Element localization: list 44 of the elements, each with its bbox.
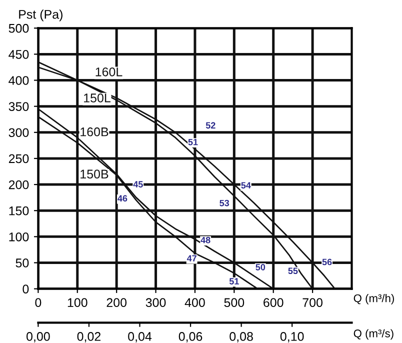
y-tick-label: 350 <box>8 102 29 111</box>
x-tick-label: 100 <box>68 298 88 308</box>
annotation: 55 <box>288 268 298 274</box>
annotation: 50 <box>256 264 266 270</box>
y-tick-label: 250 <box>8 154 29 164</box>
annotation: 47 <box>186 255 196 262</box>
y-tick-label: 200 <box>8 180 29 190</box>
y-tick-label: 150 <box>9 206 29 216</box>
x-tick-label: 700 <box>302 298 322 308</box>
x-tick-label: 400 <box>184 298 205 308</box>
annotation: 54 <box>241 182 251 189</box>
y-tick-label: 100 <box>9 232 29 242</box>
x2-tick-label: 0,00 <box>26 332 50 342</box>
x-axis-title: Q (m³/h) <box>354 294 394 304</box>
annotation: 150L <box>84 94 110 102</box>
annotation: 150B <box>80 170 108 179</box>
annotation: 51 <box>188 138 198 146</box>
annotation: 46 <box>118 195 128 202</box>
x-tick-label: 600 <box>264 298 284 308</box>
y-tick-label: 50 <box>16 258 29 268</box>
annotation: 51 <box>229 278 239 284</box>
x-tick-label: 200 <box>106 298 127 308</box>
y-tick-label: 0 <box>22 284 29 294</box>
annotation: 160L <box>96 67 122 76</box>
y-tick-label: 450 <box>8 50 29 59</box>
x2-tick-label: 0,10 <box>280 332 304 342</box>
x2-tick-label: 0,08 <box>230 332 253 342</box>
y-tick-label: 500 <box>8 24 29 33</box>
x2-tick-label: 0,02 <box>77 332 101 342</box>
x-tick-label: 300 <box>146 298 166 308</box>
y-tick-label: 400 <box>8 76 29 85</box>
y-tick-label: 300 <box>8 128 29 138</box>
annotation: 56 <box>322 258 332 266</box>
annotation: 52 <box>206 122 216 129</box>
annotation: 160B <box>80 127 108 136</box>
annotation: 48 <box>200 236 210 244</box>
x2-tick-label: 0,04 <box>128 332 152 342</box>
x2-axis-title: Q (m³/s) <box>354 329 394 340</box>
x-tick-label: 500 <box>224 298 244 308</box>
x2-tick-label: 0,06 <box>178 332 202 342</box>
y-axis-title: Pst (Pa) <box>19 10 62 22</box>
annotation: 53 <box>220 200 230 206</box>
x-tick-label: 0 <box>35 298 42 308</box>
annotation: 45 <box>133 181 143 188</box>
